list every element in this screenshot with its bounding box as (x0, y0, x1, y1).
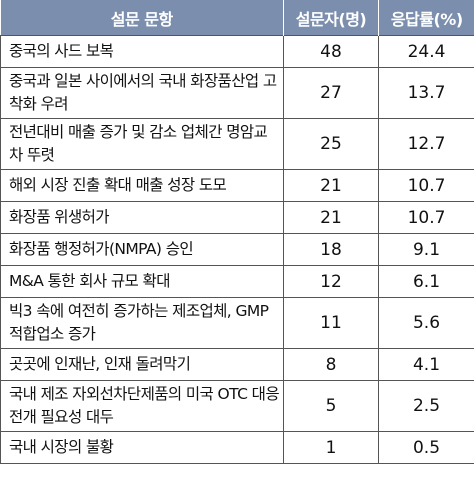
respondents-cell: 12 (283, 265, 379, 298)
respondents-cell: 27 (283, 67, 379, 119)
header-response-rate: 응답률(%) (378, 0, 474, 36)
response-rate-cell: 0.5 (378, 431, 474, 464)
respondents-cell: 11 (283, 297, 379, 349)
respondents-cell: 21 (283, 201, 379, 234)
table-body: 중국의 사드 보복 48 24.4 중국과 일본 사이에서의 국내 화장품산업 … (0, 35, 474, 464)
survey-item-cell: 국내 시장의 불황 (0, 431, 284, 464)
respondents-cell: 25 (283, 118, 379, 170)
respondents-cell: 5 (283, 380, 379, 432)
header-row: 설문 문항 설문자(명) 응답률(%) (0, 0, 474, 36)
survey-item-cell: 곳곳에 인재난, 인재 돌려막기 (0, 348, 284, 381)
response-rate-cell: 4.1 (378, 348, 474, 381)
table-row: 화장품 행정허가(NMPA) 승인 18 9.1 (0, 233, 474, 266)
respondents-cell: 48 (283, 35, 379, 68)
survey-item-cell: 중국의 사드 보복 (0, 35, 284, 68)
survey-results-table: 설문 문항 설문자(명) 응답률(%) 중국의 사드 보복 48 24.4 중국… (0, 0, 474, 464)
table-row: 빅3 속에 여전히 증가하는 제조업체, GMP적합업소 증가 11 5.6 (0, 297, 474, 349)
table-row: 해외 시장 진출 확대 매출 성장 도모 21 10.7 (0, 169, 474, 202)
header-respondents: 설문자(명) (283, 0, 379, 36)
table-row: 화장품 위생허가 21 10.7 (0, 201, 474, 234)
response-rate-cell: 9.1 (378, 233, 474, 266)
respondents-cell: 21 (283, 169, 379, 202)
response-rate-cell: 10.7 (378, 201, 474, 234)
response-rate-cell: 5.6 (378, 297, 474, 349)
response-rate-cell: 24.4 (378, 35, 474, 68)
survey-item-cell: 전년대비 매출 증가 및 감소 업체간 명암교차 뚜렷 (0, 118, 284, 170)
response-rate-cell: 10.7 (378, 169, 474, 202)
response-rate-cell: 12.7 (378, 118, 474, 170)
response-rate-cell: 6.1 (378, 265, 474, 298)
survey-item-cell: 국내 제조 자외선차단제품의 미국 OTC 대응 전개 필요성 대두 (0, 380, 284, 432)
respondents-cell: 8 (283, 348, 379, 381)
survey-item-cell: 빅3 속에 여전히 증가하는 제조업체, GMP적합업소 증가 (0, 297, 284, 349)
table-row: 중국의 사드 보복 48 24.4 (0, 35, 474, 68)
table-row: 전년대비 매출 증가 및 감소 업체간 명암교차 뚜렷 25 12.7 (0, 118, 474, 170)
table-row: 중국과 일본 사이에서의 국내 화장품산업 고착화 우려 27 13.7 (0, 67, 474, 119)
table-row: 국내 제조 자외선차단제품의 미국 OTC 대응 전개 필요성 대두 5 2.5 (0, 380, 474, 432)
survey-item-cell: 화장품 행정허가(NMPA) 승인 (0, 233, 284, 266)
survey-item-cell: M&A 통한 회사 규모 확대 (0, 265, 284, 298)
respondents-cell: 1 (283, 431, 379, 464)
response-rate-cell: 2.5 (378, 380, 474, 432)
survey-item-cell: 해외 시장 진출 확대 매출 성장 도모 (0, 169, 284, 202)
survey-item-cell: 중국과 일본 사이에서의 국내 화장품산업 고착화 우려 (0, 67, 284, 119)
header-survey-item: 설문 문항 (0, 0, 284, 36)
table-row: 국내 시장의 불황 1 0.5 (0, 431, 474, 464)
survey-item-cell: 화장품 위생허가 (0, 201, 284, 234)
response-rate-cell: 13.7 (378, 67, 474, 119)
respondents-cell: 18 (283, 233, 379, 266)
table-row: 곳곳에 인재난, 인재 돌려막기 8 4.1 (0, 348, 474, 381)
table-header: 설문 문항 설문자(명) 응답률(%) (0, 0, 474, 36)
table-row: M&A 통한 회사 규모 확대 12 6.1 (0, 265, 474, 298)
